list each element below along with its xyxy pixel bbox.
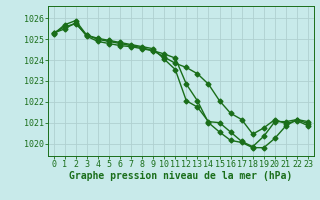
- X-axis label: Graphe pression niveau de la mer (hPa): Graphe pression niveau de la mer (hPa): [69, 171, 292, 181]
